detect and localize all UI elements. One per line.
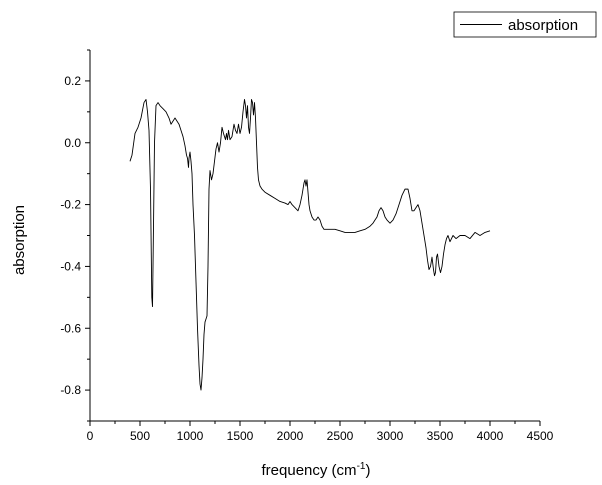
y-tick-label: -0.2 [60,198,81,212]
x-axis-title-suffix: ) [365,462,370,479]
y-tick-label: -0.6 [60,321,81,335]
y-tick-label: 0.2 [64,74,81,88]
y-tick-label: 0.0 [64,136,81,150]
y-tick-label: -0.4 [60,259,81,273]
y-tick-label: -0.8 [60,383,81,397]
x-tick-label: 2000 [277,429,304,443]
x-axis-ticks: 0 500 1000 1500 2000 2500 3000 3500 4000 4500 [87,421,554,443]
x-tick-label: 3000 [377,429,404,443]
x-tick-label: 4000 [477,429,504,443]
legend-label: absorption [508,17,578,34]
y-axis-ticks: -0.8 -0.6 -0.4 -0.2 0.0 0.2 [60,49,90,422]
x-tick-label: 0 [87,429,94,443]
x-tick-label: 4500 [527,429,554,443]
x-axis-title-superscript: -1 [357,461,366,472]
x-tick-label: 1500 [227,429,254,443]
y-axis-title: absorption [11,205,28,275]
x-tick-label: 500 [130,429,150,443]
x-axis-title: frequency (cm-1) [262,461,371,479]
x-tick-label: 1000 [177,429,204,443]
x-tick-label: 2500 [327,429,354,443]
x-tick-label: 3500 [427,429,454,443]
series-line-absorption [129,99,491,391]
legend: absorption [453,11,597,38]
x-axis-title-main: frequency (cm [262,462,357,479]
